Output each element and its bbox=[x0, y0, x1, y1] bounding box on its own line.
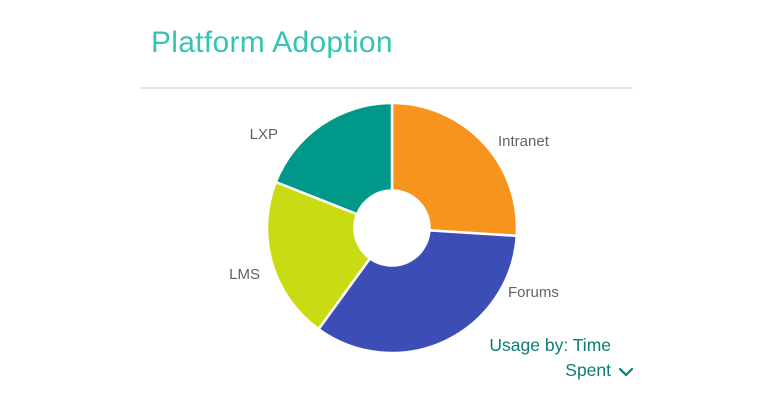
usage-by-dropdown[interactable]: Usage by: Time Spent bbox=[479, 333, 634, 383]
donut-slice-lxp[interactable] bbox=[274, 101, 394, 216]
usage-by-label: Usage by: Time Spent bbox=[489, 335, 611, 380]
divider bbox=[140, 87, 633, 89]
slice-label-forums: Forums bbox=[508, 284, 559, 301]
slice-label-intranet: Intranet bbox=[498, 133, 549, 150]
donut-chart bbox=[265, 101, 519, 355]
slice-label-lxp: LXP bbox=[249, 126, 278, 143]
slice-label-lms: LMS bbox=[229, 266, 260, 283]
chevron-down-icon bbox=[618, 367, 634, 377]
chart-title: Platform Adoption bbox=[151, 26, 393, 59]
donut-slice-lms[interactable] bbox=[265, 180, 372, 331]
donut-slice-intranet[interactable] bbox=[390, 101, 519, 238]
